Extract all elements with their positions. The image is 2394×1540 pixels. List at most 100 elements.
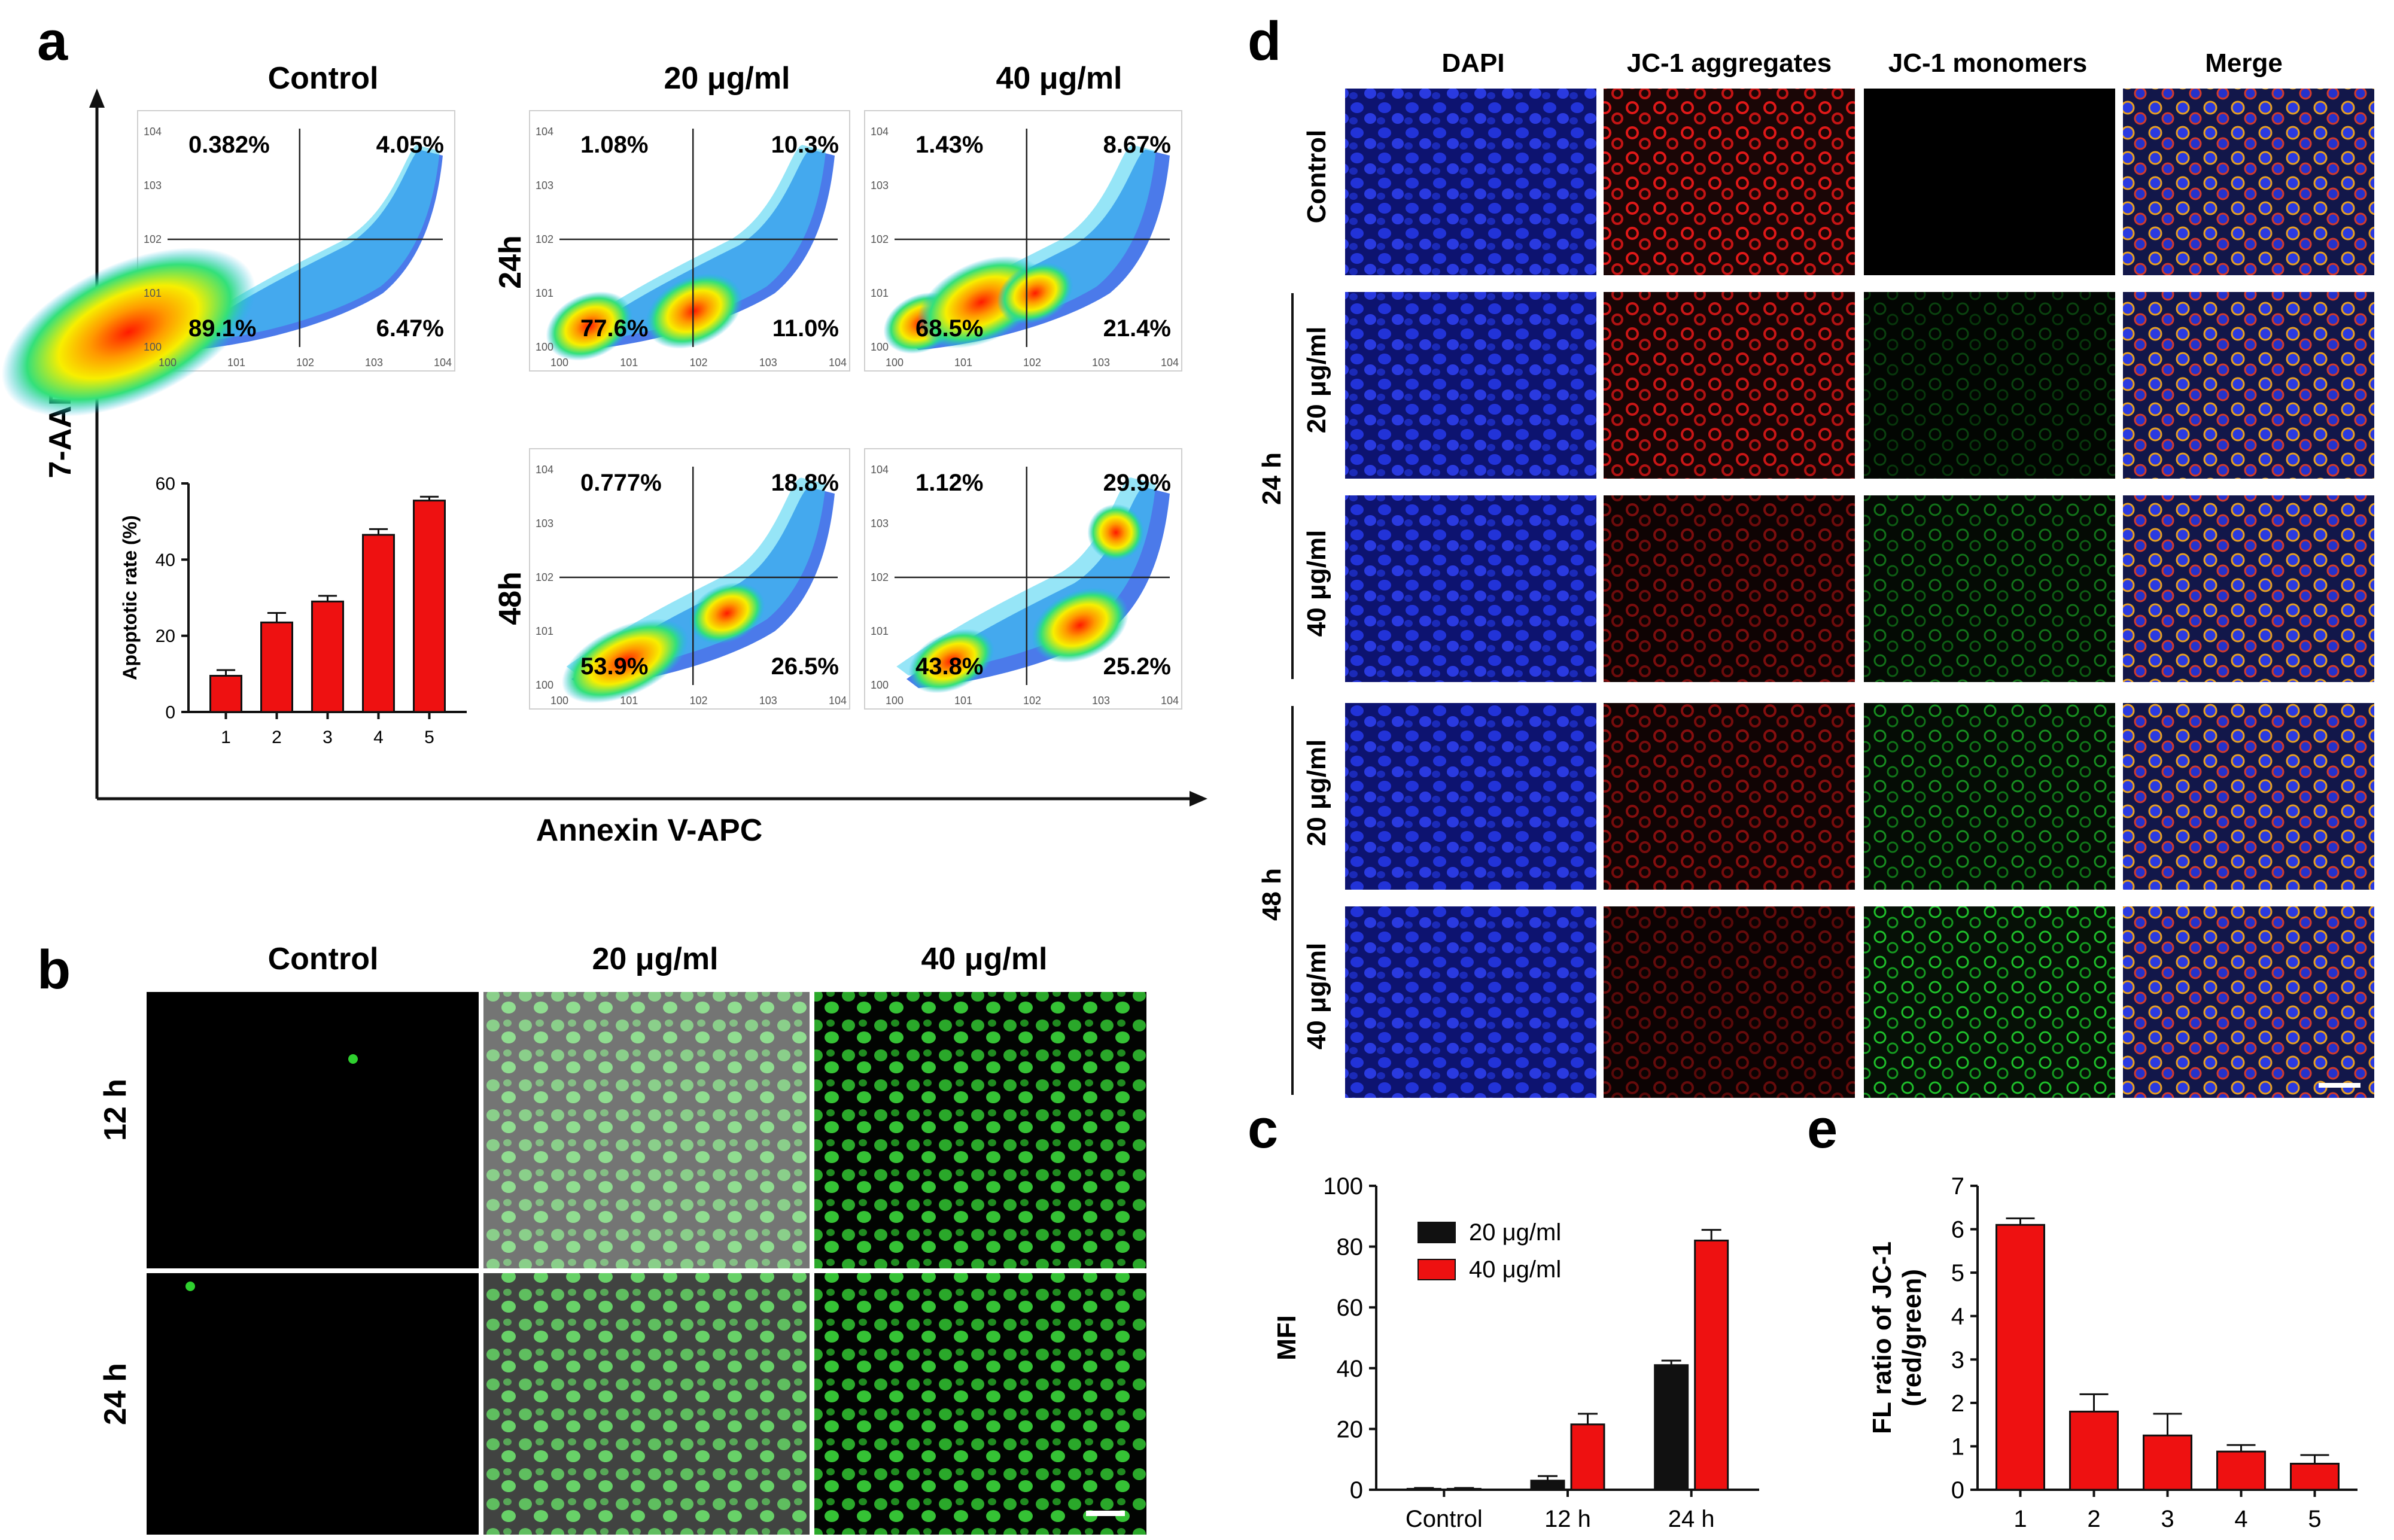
jc1-image-dapi-1 bbox=[1345, 89, 1596, 275]
x-tick-label: 101 bbox=[954, 695, 972, 707]
y-tick-label: 101 bbox=[871, 287, 889, 299]
b-row-label-24h: 24 h bbox=[98, 1363, 133, 1425]
y-tick-label: 104 bbox=[536, 126, 553, 138]
bar bbox=[2069, 1410, 2119, 1491]
x-tick-label: Control bbox=[1406, 1506, 1483, 1532]
y-tick-label: 102 bbox=[536, 233, 553, 245]
y-tick-label: 0 bbox=[165, 703, 175, 723]
y-tick-label: 100 bbox=[536, 341, 553, 353]
d-group-label-24h: 24 h bbox=[1257, 452, 1286, 505]
bar bbox=[413, 500, 446, 713]
y-axis-label: FL ratio of JC-1 bbox=[1867, 1241, 1897, 1434]
y-tick-label: 101 bbox=[144, 287, 162, 299]
panel-label-a: a bbox=[37, 11, 68, 72]
jc1-image-merge-3 bbox=[2123, 495, 2374, 682]
jc1-ratio-chart: 0 1 2 3 4 5 6 7 FL ratio of JC-1 (red/green) 1 2 3 4 5 bbox=[1867, 1173, 2358, 1532]
jc1-image-aggregates-4 bbox=[1604, 703, 1855, 890]
y-tick-label: 101 bbox=[536, 625, 553, 637]
col-header-20: 20 μg/ml bbox=[664, 61, 790, 96]
y-tick-label: 101 bbox=[871, 625, 889, 637]
d-row-label-24-40: 40 μg/ml bbox=[1302, 530, 1331, 637]
quadrant-q1: 1.43% bbox=[915, 132, 983, 158]
x-tick-label: 104 bbox=[1161, 357, 1179, 369]
quadrant-q3: 77.6% bbox=[580, 315, 648, 342]
x-tick-label: 100 bbox=[886, 695, 904, 707]
density-cloud-inner bbox=[896, 477, 1156, 675]
y-tick-label: 102 bbox=[871, 233, 889, 245]
y-tick-label: 100 bbox=[144, 341, 162, 353]
y-tick-label: 104 bbox=[871, 126, 889, 138]
tunel-image-40-24h bbox=[814, 1273, 1146, 1535]
quadrant-q4: 11.0% bbox=[772, 315, 839, 342]
y-tick-label: 103 bbox=[536, 179, 553, 191]
jc1-image-dapi-5 bbox=[1345, 906, 1596, 1098]
d-col-header-aggregates: JC-1 aggregates bbox=[1627, 48, 1832, 78]
quadrant-q3: 68.5% bbox=[915, 315, 983, 342]
density-hotspot bbox=[1, 247, 256, 417]
legend-swatch bbox=[1417, 1222, 1456, 1243]
bar bbox=[1654, 1364, 1689, 1491]
x-tick-label: 4 bbox=[373, 728, 384, 747]
y-tick-label: 103 bbox=[144, 179, 162, 191]
mfi-chart: 0 20 40 60 80 100 MFI Control 12 h 24 h 20 μg/ml 40… bbox=[1272, 1173, 1759, 1532]
quadrant-q2: 18.8% bbox=[771, 470, 839, 496]
jc1-image-dapi-2 bbox=[1345, 292, 1596, 479]
density-hotspot bbox=[546, 291, 633, 361]
y-tick-label: 60 bbox=[1337, 1295, 1364, 1321]
y-tick-label: 103 bbox=[871, 179, 889, 191]
bar bbox=[1694, 1239, 1729, 1491]
jc1-image-dapi-3 bbox=[1345, 495, 1596, 682]
d-scale-bar bbox=[2319, 1083, 2360, 1088]
y-tick-label: 104 bbox=[536, 464, 553, 476]
density-hotspot bbox=[561, 619, 689, 704]
d-col-header-merge: Merge bbox=[2205, 48, 2283, 78]
y-tick-label: 6 bbox=[1951, 1217, 1964, 1243]
x-tick-label: 12 h bbox=[1544, 1506, 1591, 1532]
jc1-image-merge-2 bbox=[2123, 292, 2374, 479]
flow-plot-control: 100 100 101 101 102 102 103 103 104 104 0.382% 4.05… bbox=[1, 110, 455, 417]
panel-b: Control 20 μg/ml 40 μg/ml 12 h 24 h bbox=[98, 942, 1146, 1535]
y-tick-label: 102 bbox=[871, 571, 889, 583]
y-tick-label: 101 bbox=[536, 287, 553, 299]
d-col-header-monomers: JC-1 monomers bbox=[1888, 48, 2088, 78]
x-tick-label: 103 bbox=[365, 357, 383, 369]
quadrant-q4: 6.47% bbox=[376, 315, 444, 342]
x-tick-label: 102 bbox=[689, 695, 707, 707]
jc1-image-aggregates-2 bbox=[1604, 292, 1855, 479]
y-tick-label: 60 bbox=[156, 474, 175, 494]
density-cloud-inner bbox=[566, 145, 826, 343]
flow-plot-24h-40: 100 100 101 101 102 102 103 103 104 104 1.43% 8.67%… bbox=[864, 110, 1182, 372]
jc1-image-merge-4 bbox=[2123, 703, 2374, 890]
x-tick-label: 103 bbox=[1092, 695, 1110, 707]
y-tick-label: 40 bbox=[156, 550, 175, 570]
quadrant-q2: 4.05% bbox=[376, 132, 444, 158]
tunel-dot bbox=[185, 1282, 195, 1291]
legend-label: 20 μg/ml bbox=[1469, 1219, 1561, 1246]
y-tick-label: 100 bbox=[871, 679, 889, 691]
d-row-label-24-20: 20 μg/ml bbox=[1302, 327, 1331, 434]
x-tick-label: 100 bbox=[550, 695, 568, 707]
panel-label-d: d bbox=[1248, 11, 1281, 72]
jc1-image-monomers-1-bg bbox=[1864, 89, 2115, 275]
jc1-image-merge-5 bbox=[2123, 906, 2374, 1098]
x-axis-label: Annexin V-APC bbox=[536, 813, 763, 848]
y-tick-label: 103 bbox=[871, 518, 889, 529]
d-row-label-48-40: 40 μg/ml bbox=[1302, 943, 1331, 1050]
y-tick-label: 100 bbox=[536, 679, 553, 691]
y-axis-label: MFI bbox=[1272, 1315, 1301, 1361]
bar bbox=[311, 600, 344, 713]
x-tick-label: 104 bbox=[829, 695, 847, 707]
x-tick-label: 102 bbox=[689, 357, 707, 369]
panel-label-e: e bbox=[1807, 1098, 1838, 1159]
x-tick-label: 4 bbox=[2234, 1506, 2247, 1532]
density-hotspot bbox=[689, 582, 765, 644]
x-tick-label: 1 bbox=[2013, 1506, 2027, 1532]
x-tick-label: 100 bbox=[550, 357, 568, 369]
density-hotspot bbox=[1087, 504, 1145, 561]
y-tick-label: 102 bbox=[144, 233, 162, 245]
panel-label-b: b bbox=[37, 939, 71, 1000]
y-tick-label: 4 bbox=[1951, 1304, 1964, 1330]
tunel-image-20-24h bbox=[483, 1273, 810, 1535]
x-tick-label: 101 bbox=[227, 357, 245, 369]
y-arrowhead bbox=[89, 89, 105, 108]
